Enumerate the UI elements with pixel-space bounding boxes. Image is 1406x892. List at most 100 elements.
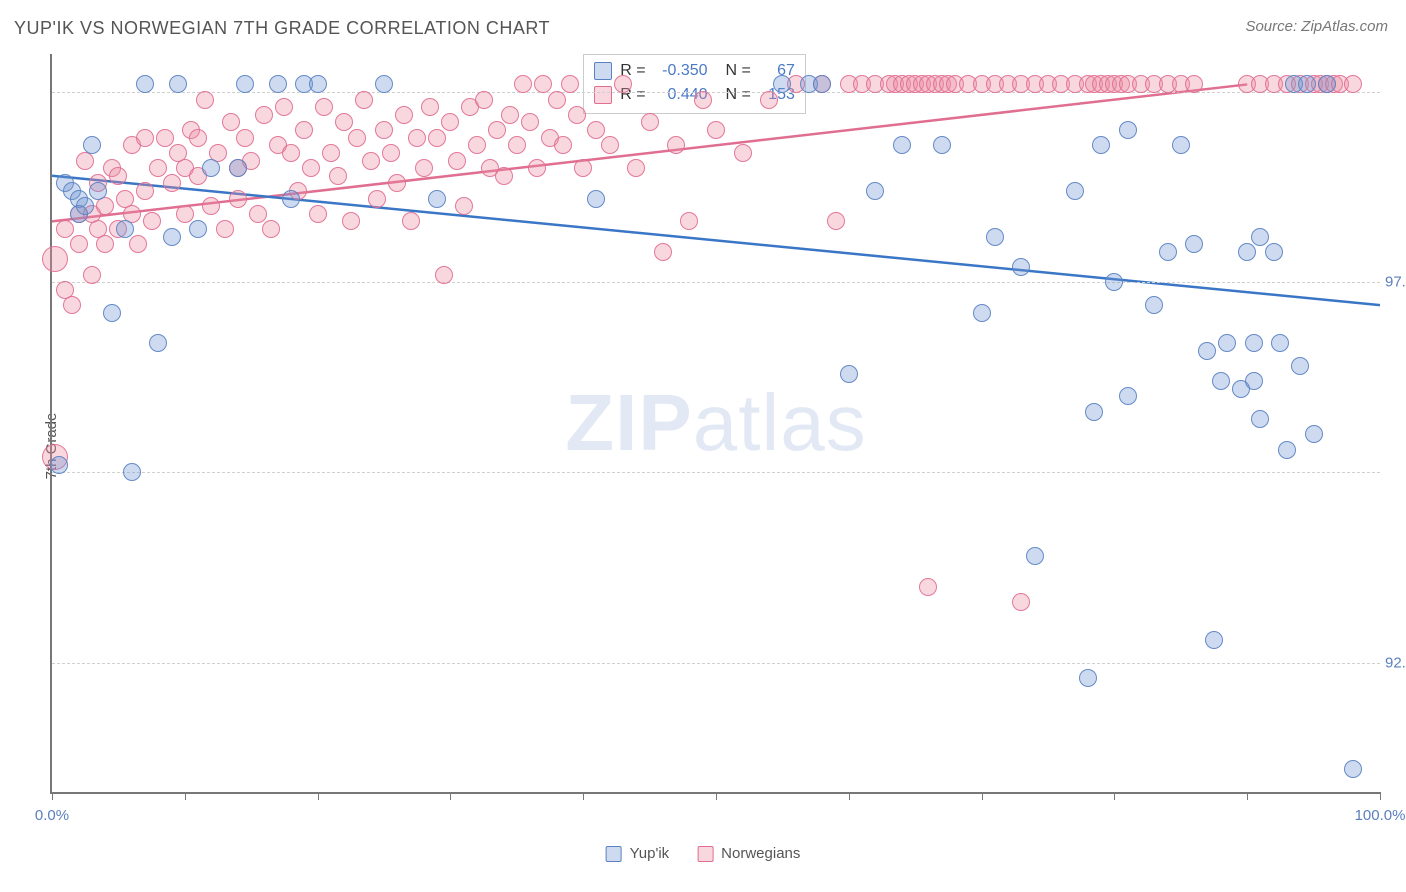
scatter-point-yupik — [89, 182, 107, 200]
scatter-point-norwegians — [109, 167, 127, 185]
scatter-point-norwegians — [282, 144, 300, 162]
scatter-point-norwegians — [229, 190, 247, 208]
scatter-point-yupik — [229, 159, 247, 177]
series-legend-item: Norwegians — [697, 845, 800, 862]
scatter-point-yupik — [587, 190, 605, 208]
scatter-point-yupik — [813, 75, 831, 93]
scatter-point-yupik — [282, 190, 300, 208]
scatter-point-norwegians — [275, 98, 293, 116]
scatter-point-norwegians — [919, 578, 937, 596]
legend-label: Norwegians — [721, 845, 800, 862]
scatter-point-yupik — [1318, 75, 1336, 93]
legend-swatch — [594, 62, 612, 80]
scatter-point-yupik — [866, 182, 884, 200]
x-tick — [1380, 792, 1381, 800]
scatter-point-norwegians — [415, 159, 433, 177]
scatter-point-norwegians — [83, 266, 101, 284]
scatter-point-yupik — [169, 75, 187, 93]
scatter-point-norwegians — [534, 75, 552, 93]
scatter-point-norwegians — [654, 243, 672, 261]
scatter-point-norwegians — [734, 144, 752, 162]
scatter-point-yupik — [123, 463, 141, 481]
scatter-point-norwegians — [435, 266, 453, 284]
scatter-point-norwegians — [196, 91, 214, 109]
scatter-point-norwegians — [1012, 593, 1030, 611]
scatter-point-norwegians — [528, 159, 546, 177]
scatter-point-norwegians — [136, 129, 154, 147]
scatter-point-norwegians — [329, 167, 347, 185]
scatter-point-norwegians — [601, 136, 619, 154]
scatter-point-norwegians — [441, 113, 459, 131]
scatter-point-yupik — [1085, 403, 1103, 421]
legend-n-label: N = — [726, 83, 751, 107]
scatter-point-yupik — [1271, 334, 1289, 352]
scatter-point-norwegians — [63, 296, 81, 314]
scatter-point-norwegians — [348, 129, 366, 147]
scatter-point-norwegians — [322, 144, 340, 162]
scatter-point-yupik — [893, 136, 911, 154]
series-legend-item: Yup'ik — [606, 845, 670, 862]
scatter-point-norwegians — [667, 136, 685, 154]
scatter-point-norwegians — [468, 136, 486, 154]
legend-swatch — [697, 846, 713, 862]
scatter-point-norwegians — [136, 182, 154, 200]
scatter-point-norwegians — [707, 121, 725, 139]
scatter-point-norwegians — [1185, 75, 1203, 93]
source-label: Source: ZipAtlas.com — [1245, 18, 1388, 35]
scatter-point-norwegians — [495, 167, 513, 185]
x-tick — [52, 792, 53, 800]
scatter-point-norwegians — [149, 159, 167, 177]
scatter-point-norwegians — [680, 212, 698, 230]
scatter-point-yupik — [1159, 243, 1177, 261]
scatter-point-yupik — [1245, 334, 1263, 352]
scatter-point-norwegians — [421, 98, 439, 116]
scatter-point-norwegians — [375, 121, 393, 139]
scatter-point-yupik — [103, 304, 121, 322]
scatter-point-norwegians — [627, 159, 645, 177]
scatter-point-yupik — [1172, 136, 1190, 154]
scatter-point-norwegians — [362, 152, 380, 170]
scatter-point-yupik — [1198, 342, 1216, 360]
scatter-point-yupik — [1212, 372, 1230, 390]
scatter-point-norwegians — [408, 129, 426, 147]
scatter-point-yupik — [1066, 182, 1084, 200]
y-tick-label: 97.5% — [1385, 274, 1406, 291]
x-tick — [318, 792, 319, 800]
scatter-point-norwegians — [614, 75, 632, 93]
scatter-point-norwegians — [428, 129, 446, 147]
scatter-point-yupik — [1092, 136, 1110, 154]
x-tick — [450, 792, 451, 800]
scatter-point-yupik — [149, 334, 167, 352]
scatter-point-norwegians — [189, 129, 207, 147]
scatter-point-norwegians — [388, 174, 406, 192]
scatter-point-yupik — [986, 228, 1004, 246]
gridline-h — [52, 472, 1380, 473]
scatter-point-norwegians — [216, 220, 234, 238]
scatter-point-yupik — [202, 159, 220, 177]
scatter-point-norwegians — [554, 136, 572, 154]
scatter-point-norwegians — [448, 152, 466, 170]
x-tick — [982, 792, 983, 800]
x-tick-label: 100.0% — [1355, 807, 1406, 824]
scatter-point-yupik — [1238, 243, 1256, 261]
series-legend: Yup'ik Norwegians — [606, 845, 801, 862]
scatter-point-yupik — [773, 75, 791, 93]
gridline-h — [52, 282, 1380, 283]
scatter-point-norwegians — [475, 91, 493, 109]
scatter-point-yupik — [1205, 631, 1223, 649]
scatter-point-norwegians — [302, 159, 320, 177]
trend-line-yupik — [52, 176, 1380, 305]
x-tick — [849, 792, 850, 800]
scatter-point-yupik — [428, 190, 446, 208]
scatter-point-norwegians — [295, 121, 313, 139]
scatter-point-yupik — [50, 456, 68, 474]
scatter-point-norwegians — [342, 212, 360, 230]
scatter-point-norwegians — [488, 121, 506, 139]
legend-label: Yup'ik — [630, 845, 670, 862]
scatter-point-yupik — [933, 136, 951, 154]
x-tick-label: 0.0% — [35, 807, 69, 824]
scatter-point-yupik — [163, 228, 181, 246]
chart-plot-area: ZIPatlas R =-0.350N =67R =0.440N =153 92… — [50, 54, 1380, 794]
scatter-point-yupik — [1145, 296, 1163, 314]
legend-r-value: -0.350 — [654, 59, 708, 83]
